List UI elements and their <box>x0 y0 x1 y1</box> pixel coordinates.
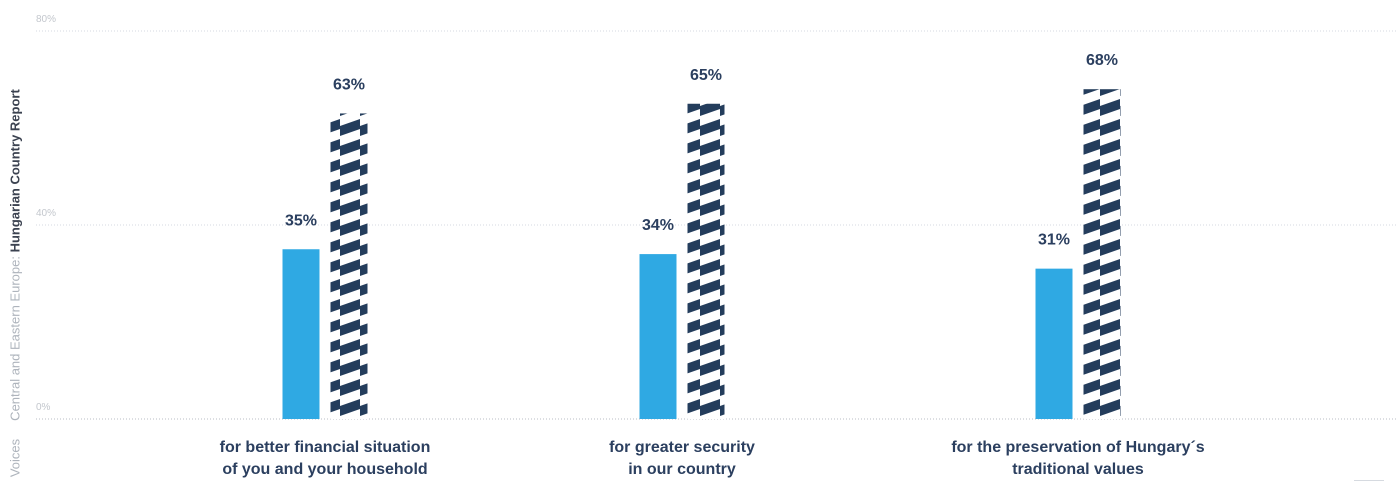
category-label: for the preservation of Hungary´s traditi… <box>951 439 1205 478</box>
bar-solid <box>639 254 677 419</box>
data-label: 68% <box>1086 52 1118 69</box>
bar-solid <box>1035 268 1073 419</box>
y-tick-label: 0% <box>36 402 51 413</box>
y-tick-label: 40% <box>36 208 56 219</box>
data-label: 34% <box>642 217 674 234</box>
data-labels: 35% 63% 34% 65% 31% 68% <box>285 52 1118 248</box>
data-label: 31% <box>1038 232 1070 249</box>
bar-solid <box>282 249 320 419</box>
y-tick-labels: 0% 40% 80% <box>36 14 56 413</box>
bars <box>282 89 1121 419</box>
data-label: 63% <box>333 76 365 93</box>
corner-rule <box>1354 480 1384 481</box>
data-label: 65% <box>690 67 722 84</box>
bar-striped <box>1083 89 1121 419</box>
data-label: 35% <box>285 212 317 229</box>
category-label: for better financial situation of you and… <box>219 439 431 478</box>
bar-striped <box>687 103 725 419</box>
bar-striped <box>330 113 368 419</box>
category-label: for greater security in our country <box>609 439 755 478</box>
gridlines <box>36 30 1397 420</box>
y-tick-label: 80% <box>36 14 56 25</box>
